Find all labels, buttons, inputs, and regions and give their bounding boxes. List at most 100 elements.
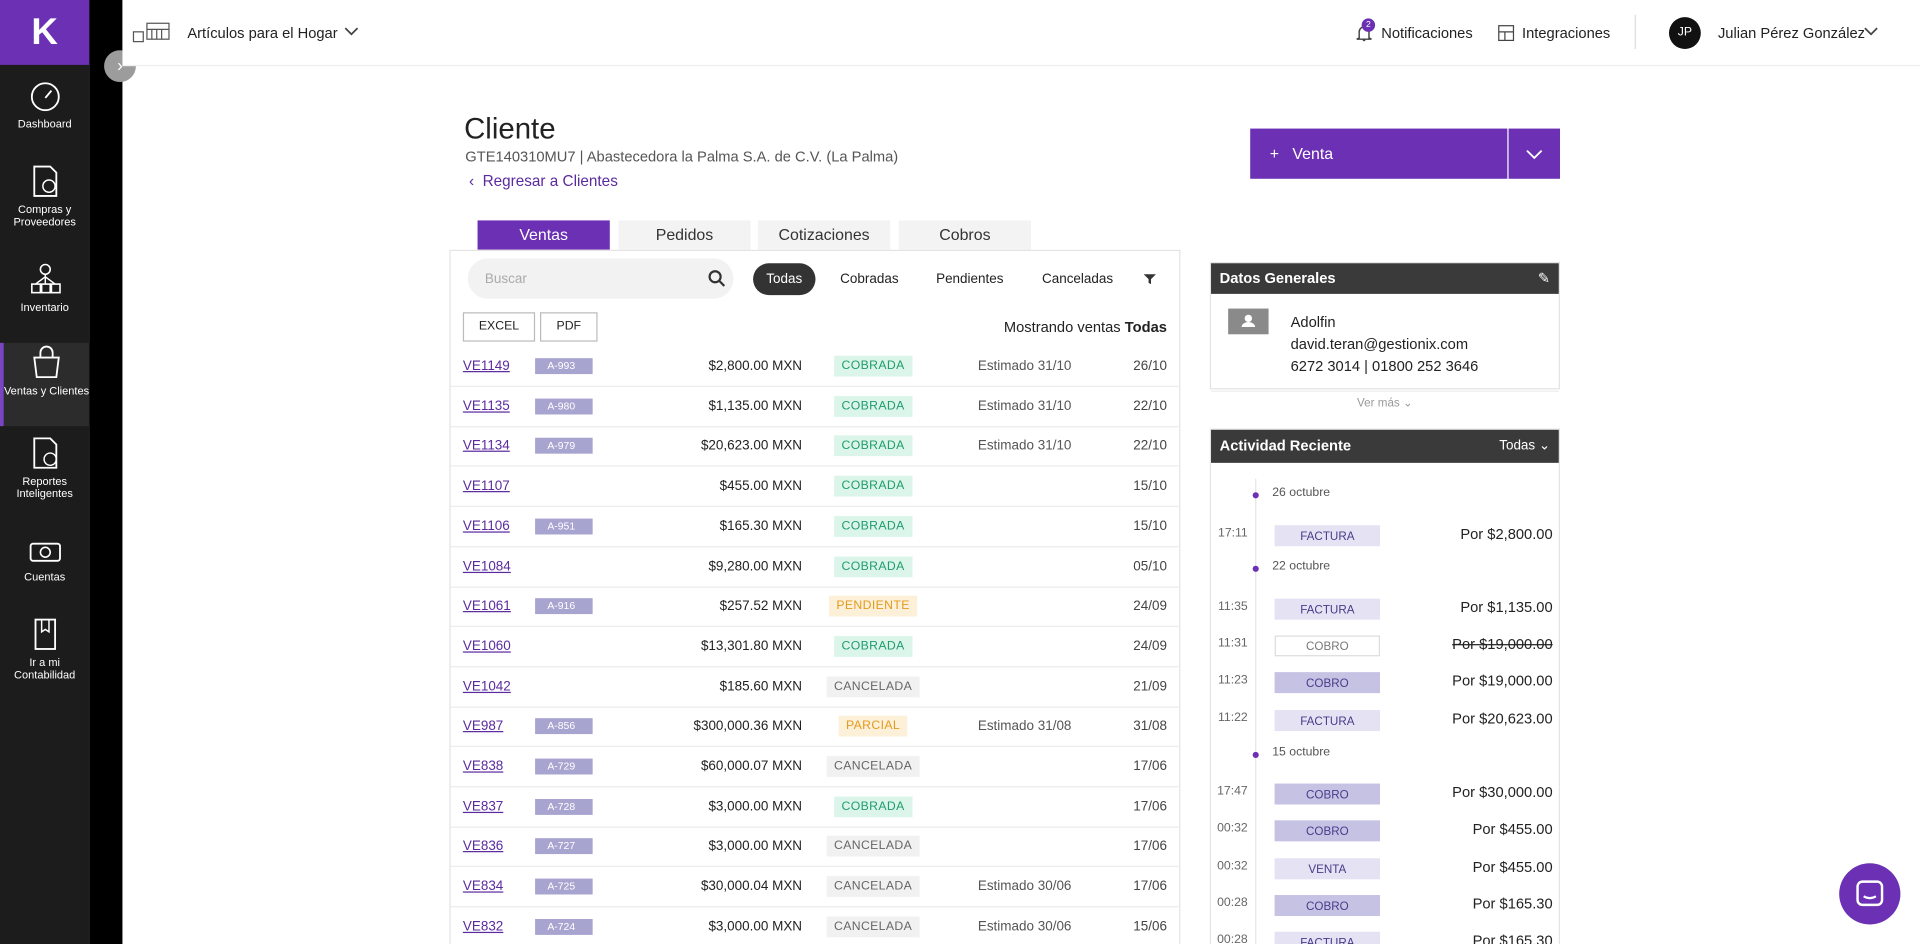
activity-type: FACTURA — [1274, 524, 1381, 546]
sale-row[interactable]: VE987 A-856 $300,000.36 MXN PARCIAL Estimado… — [450, 707, 1180, 748]
nav-reportes[interactable]: Reportes Inteligentes — [0, 436, 89, 524]
tab[interactable]: Pedidos — [618, 220, 751, 250]
filter-pill[interactable]: Canceladas — [1041, 271, 1114, 287]
sale-row[interactable]: VE836 A-727 $3,000.00 MXN CANCELADA 17/06 — [450, 827, 1180, 868]
page-title: Cliente — [464, 112, 556, 146]
activity-time: 11:31 — [1218, 636, 1248, 651]
nav-ventas[interactable]: Ventas y Clientes — [0, 342, 90, 427]
activity-amount: Por $165.30 — [1472, 932, 1553, 944]
tab[interactable]: Cobros — [898, 220, 1032, 250]
divider — [1634, 14, 1636, 49]
sale-date: 05/10 — [1133, 558, 1167, 574]
nav-contabilidad[interactable]: Ir a mi Contabilidad — [0, 617, 89, 705]
activity-date: 15 octubre — [1272, 745, 1331, 759]
user-name[interactable]: Julian Pérez González — [1717, 24, 1865, 42]
new-sale-button[interactable]: + Venta — [1250, 128, 1508, 179]
sale-amount: $1,135.00 MXN — [708, 398, 803, 414]
search-box[interactable]: Buscar — [467, 258, 734, 299]
sale-row[interactable]: VE832 A-724 $3,000.00 MXN CANCELADA Estimado… — [451, 907, 1180, 944]
activity-type: COBRO — [1274, 820, 1381, 842]
activity-filter[interactable]: Todas ⌄ — [1499, 438, 1551, 454]
sale-row[interactable]: VE1060 $13,301.80 MXN COBRADA 24/09 — [450, 627, 1180, 668]
status-badge: CANCELADA — [826, 916, 920, 938]
sale-id[interactable]: VE834 — [462, 879, 504, 894]
tab[interactable]: Cotizaciones — [757, 220, 891, 250]
chat-button[interactable] — [1839, 863, 1901, 925]
sale-row[interactable]: VE837 A-728 $3,000.00 MXN COBRADA 17/06 — [450, 787, 1180, 828]
sale-id[interactable]: VE1107 — [462, 478, 510, 494]
nav-label: Compras y Proveedores — [13, 203, 76, 228]
sale-id[interactable]: VE832 — [462, 919, 504, 935]
order-tag: A-979 — [535, 438, 593, 455]
sale-id[interactable]: VE1060 — [462, 639, 511, 654]
company-name[interactable]: Artículos para el Hogar — [187, 24, 338, 42]
back-text: Regresar a Clientes — [482, 172, 618, 190]
sale-id[interactable]: VE838 — [462, 759, 504, 774]
sale-row[interactable]: VE1134 A-979 $20,623.00 MXN COBRADA Estimado… — [450, 427, 1180, 468]
sale-date: 24/09 — [1133, 599, 1167, 614]
contact-name: Adolfin — [1290, 313, 1336, 331]
chevron[interactable] — [1864, 27, 1879, 37]
sale-row[interactable]: VE1149 A-993 $2,800.00 MXN COBRADA Estimado … — [450, 347, 1180, 387]
sale-date: 15/10 — [1133, 518, 1167, 534]
sale-amount: $257.52 MXN — [719, 599, 803, 614]
sale-row[interactable]: VE834 A-725 $30,000.04 MXN CANCELADA Estimad… — [450, 867, 1180, 908]
chevron[interactable] — [344, 27, 359, 37]
sale-amount: $185.60 MXN — [719, 679, 803, 694]
more-link[interactable]: Ver más ⌄ — [1211, 390, 1559, 410]
contact-phone: 6272 3014 | 01800 252 3646 — [1290, 357, 1479, 375]
sales-panel: Buscar Todas Cobradas Pendientes Canceladas… — [449, 249, 1181, 944]
avatar[interactable]: JP — [1668, 17, 1701, 49]
nav-compras[interactable]: Compras y Proveedores — [0, 164, 89, 252]
sale-id[interactable]: VE1084 — [462, 558, 511, 574]
sale-row[interactable]: VE1061 A-916 $257.52 MXN PENDIENTE 24/09 — [450, 587, 1180, 628]
sale-row[interactable]: VE1135 A-980 $1,135.00 MXN COBRADA Estimado … — [450, 387, 1180, 427]
sale-id[interactable]: VE987 — [462, 719, 504, 734]
nav-dashboard[interactable]: Dashboard — [0, 81, 89, 169]
search-icon[interactable] — [708, 269, 726, 287]
sale-id[interactable]: VE1135 — [462, 398, 510, 414]
nav-inventario[interactable]: Inventario — [0, 262, 89, 350]
sale-menu-button[interactable] — [1508, 128, 1561, 179]
sale-row[interactable]: VE838 A-729 $60,000.07 MXN CANCELADA 17/06 — [450, 747, 1180, 788]
showing-text: Mostrando ventas — [1003, 318, 1121, 336]
sale-row[interactable]: VE1107 $455.00 MXN COBRADA 15/10 — [450, 467, 1180, 508]
edit-icon[interactable]: ✎ — [1537, 269, 1551, 287]
sale-amount: $13,301.80 MXN — [700, 639, 803, 654]
contact-icon — [1228, 308, 1269, 335]
sale-id[interactable]: VE1149 — [462, 358, 510, 374]
integrations-link[interactable]: Integraciones — [1522, 24, 1611, 42]
sale-id[interactable]: VE837 — [462, 799, 504, 814]
sale-row[interactable]: VE1042 $185.60 MXN CANCELADA 21/09 — [450, 667, 1180, 708]
notifications-link[interactable]: Notificaciones — [1381, 24, 1473, 42]
nav-cuentas[interactable]: Cuentas — [0, 536, 89, 624]
sale-id[interactable]: VE1061 — [462, 599, 511, 614]
sale-id[interactable]: VE836 — [462, 839, 504, 854]
order-tag: A-951 — [535, 518, 593, 535]
sale-row[interactable]: VE1084 $9,280.00 MXN COBRADA 05/10 — [450, 547, 1180, 588]
sale-amount: $9,280.00 MXN — [708, 558, 803, 574]
sale-id[interactable]: VE1134 — [462, 438, 510, 454]
back-link[interactable]: ‹ Regresar a Clientes — [468, 172, 618, 190]
export-button[interactable]: PDF — [540, 312, 598, 342]
estimate: Estimado 30/06 — [977, 919, 1072, 935]
sale-id[interactable]: VE1106 — [462, 518, 510, 534]
order-tag: A-729 — [535, 758, 593, 775]
filter-pill[interactable]: Todas — [753, 263, 816, 296]
sale-id[interactable]: VE1042 — [462, 679, 511, 694]
filter-icon[interactable] — [1143, 273, 1156, 285]
search-placeholder: Buscar — [484, 271, 527, 287]
order-tag: A-727 — [535, 838, 593, 855]
export-button[interactable]: EXCEL — [462, 312, 536, 342]
activity-amount: Por $2,800.00 — [1460, 524, 1553, 542]
sale-row[interactable]: VE1106 A-951 $165.30 MXN COBRADA 15/10 — [450, 507, 1180, 548]
sale-date: 31/08 — [1133, 719, 1167, 734]
logo[interactable]: K — [0, 0, 90, 65]
filter-pill[interactable]: Cobradas — [840, 271, 899, 287]
sale-amount: $2,800.00 MXN — [708, 358, 803, 374]
filter-pill[interactable]: Pendientes — [936, 271, 1004, 287]
order-tag: A-993 — [535, 358, 593, 375]
timeline-dot — [1252, 751, 1259, 758]
integrations-icon[interactable] — [1498, 24, 1515, 42]
tab[interactable]: Ventas — [477, 220, 610, 250]
